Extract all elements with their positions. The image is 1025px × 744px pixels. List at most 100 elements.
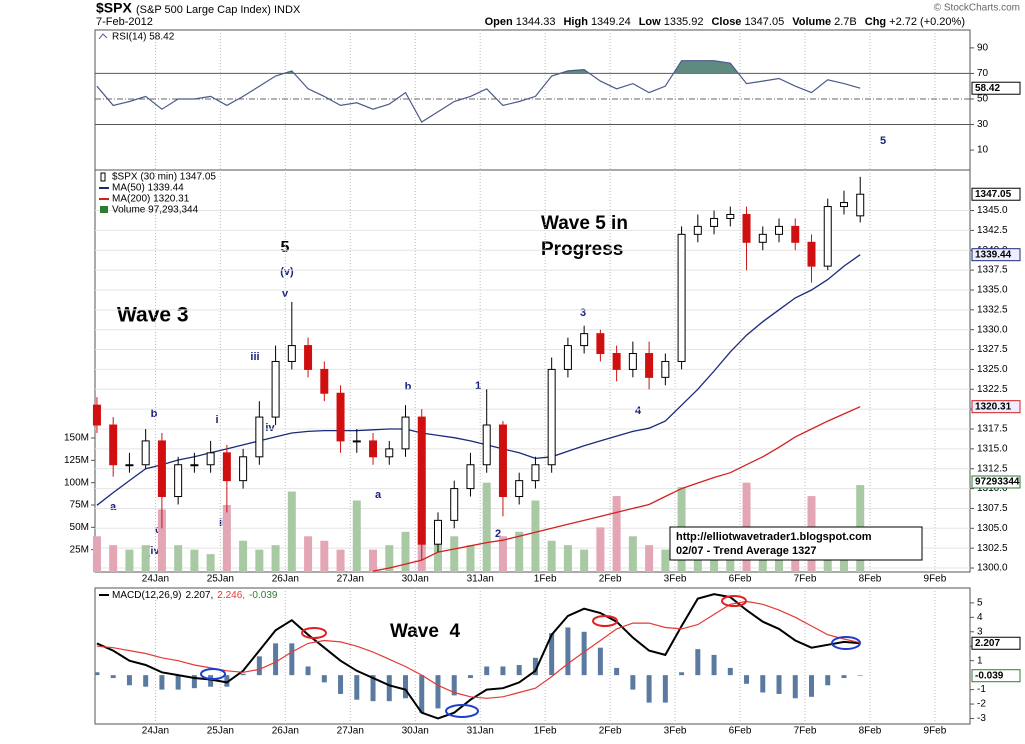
x-tick-label: 26Jan <box>272 726 299 737</box>
histogram-bar <box>354 675 360 700</box>
last-value-label: 1320.31 <box>975 401 1012 412</box>
candle-body <box>125 464 134 467</box>
candle-body <box>823 206 832 267</box>
annotation: a <box>375 489 382 501</box>
x-tick-label: 25Jan <box>207 574 234 585</box>
y-tick-label: 1300.0 <box>977 563 1008 574</box>
y-tick-label: 90 <box>977 43 989 54</box>
candle-body <box>856 193 865 217</box>
volume-bar <box>563 545 572 572</box>
y2-tick-label: 150M <box>64 433 89 444</box>
legend-entry: RSI(14) 58.42 <box>112 32 175 43</box>
volume-bar <box>661 549 670 572</box>
x-tick-label: 24Jan <box>142 726 169 737</box>
volume-bar <box>401 531 410 572</box>
candle-body <box>482 424 491 466</box>
y-tick-label: 1322.5 <box>977 384 1008 395</box>
histogram-bar <box>792 675 798 699</box>
quote-label: Volume <box>792 16 831 28</box>
quote-label: Chg <box>865 16 886 28</box>
overbought-fill <box>283 60 739 74</box>
quote-label: Low <box>639 16 661 28</box>
legend-entry: MA(50) 1339.44 <box>112 183 184 194</box>
highlight-ellipse <box>301 627 327 639</box>
x-tick-label: 3Feb <box>664 574 687 585</box>
histogram-bar <box>760 675 766 693</box>
volume-bar <box>580 549 589 572</box>
volume-bar <box>92 536 101 572</box>
volume-bar <box>726 549 735 572</box>
candle-body <box>612 353 621 370</box>
last-value-badge <box>971 400 1021 414</box>
annotation: i <box>215 414 218 426</box>
volume-bar <box>791 549 800 572</box>
annotation: (v) <box>280 266 294 278</box>
x-tick-label: 27Jan <box>337 726 364 737</box>
last-value-badge <box>971 187 1021 201</box>
legend-entry: Volume 97,293,344 <box>112 205 199 216</box>
candle-body <box>498 424 507 498</box>
candle-body <box>92 404 101 426</box>
histogram-bar <box>549 633 555 676</box>
annotation: Wave 4 <box>390 621 460 642</box>
histogram-bar <box>273 643 279 676</box>
legend-entry: $SPX (30 min) 1347.05 <box>112 172 216 183</box>
x-tick-label: 31Jan <box>467 574 494 585</box>
candle-body <box>190 464 199 467</box>
histogram-bar <box>321 675 327 683</box>
histogram-bar <box>240 673 246 676</box>
legend-icon <box>100 172 106 182</box>
note-line: http://elliotwavetrader1.blogspot.com <box>676 531 872 543</box>
x-tick-label: 8Feb <box>859 726 882 737</box>
histogram-bar <box>224 675 230 687</box>
candle-body <box>433 519 442 545</box>
symbol-name: (S&P 500 Large Cap Index) INDX <box>136 4 301 16</box>
candle-body <box>677 233 686 362</box>
quote-value: 1347.05 <box>744 16 784 28</box>
date: 7-Feb-2012 <box>96 16 153 28</box>
y-tick-label: 5 <box>977 598 983 609</box>
note-line: 02/07 - Trend Average 1327 <box>676 545 816 557</box>
last-value-label: 2.207 <box>975 638 1000 649</box>
quote-value: +2.72 (+0.20%) <box>889 16 965 28</box>
histogram-bar <box>500 666 506 676</box>
last-value-badge <box>971 669 1021 683</box>
histogram-bar <box>695 649 701 676</box>
annotation: a <box>110 501 117 513</box>
histogram-bar <box>614 667 620 676</box>
y2-tick-label: 125M <box>64 455 89 466</box>
y-tick-label: 1327.5 <box>977 344 1008 355</box>
candle-body <box>304 345 313 370</box>
volume-bar <box>531 500 540 572</box>
legend-icon <box>100 206 108 213</box>
x-tick-label: 25Jan <box>207 726 234 737</box>
last-value-label: -0.039 <box>975 670 1004 681</box>
histogram-bar <box>727 667 733 676</box>
volume-bar <box>190 549 199 572</box>
moving-average <box>372 406 861 572</box>
x-tick-label: 27Jan <box>337 574 364 585</box>
annotation: 4 <box>635 405 642 417</box>
volume-bar <box>304 536 313 572</box>
histogram-bar <box>679 672 685 676</box>
annotation: b <box>151 408 158 420</box>
y-tick-label: 1337.5 <box>977 265 1008 276</box>
annotation: iii <box>250 351 259 363</box>
candle-body <box>710 217 719 227</box>
volume-bar <box>352 500 361 572</box>
legend-icon <box>98 33 108 40</box>
last-value-badge <box>971 248 1021 262</box>
x-tick-label: 2Feb <box>599 574 622 585</box>
y-tick-label: 1302.5 <box>977 543 1008 554</box>
candle-body <box>271 360 280 418</box>
last-value-label: 1347.05 <box>975 189 1012 200</box>
annotation: 2 <box>495 528 501 540</box>
y-tick-label: 1312.5 <box>977 463 1008 474</box>
volume-bar <box>547 540 556 572</box>
histogram-bar <box>565 627 571 676</box>
histogram-bar <box>191 675 197 689</box>
volume-bar <box>515 531 524 572</box>
y-tick-label: 1325.0 <box>977 364 1008 375</box>
x-tick-label: 6Feb <box>729 574 752 585</box>
